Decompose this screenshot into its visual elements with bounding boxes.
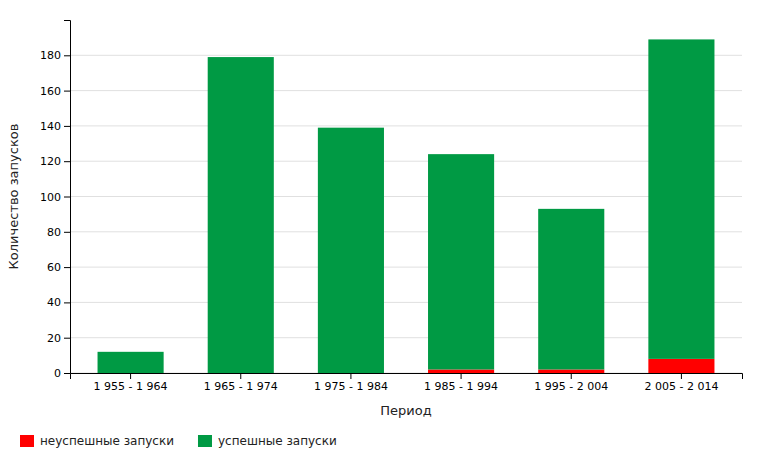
y-tick-mark: [64, 302, 70, 303]
plot: 0204060801001201401601801 955 - 1 9641 9…: [40, 21, 743, 393]
x-tick-mark: [130, 373, 131, 379]
y-tick: 20: [47, 332, 70, 345]
y-tick-label: 0: [54, 367, 61, 380]
grid-line: [70, 161, 742, 162]
x-tick-mark: [681, 373, 682, 379]
x-tick-label: 1 995 - 2 004: [534, 380, 608, 393]
grid-line: [70, 231, 742, 232]
legend-swatch: [20, 435, 34, 447]
y-tick: 140: [40, 120, 70, 133]
legend-item: успешные запуски: [198, 434, 337, 448]
y-tick: 60: [47, 261, 70, 274]
grid-line: [70, 90, 742, 91]
y-tick: 40: [47, 296, 70, 309]
grid-line: [70, 337, 742, 338]
bar-segment: [428, 369, 494, 373]
y-tick-mark: [64, 267, 70, 268]
y-tick-mark: [64, 91, 70, 92]
legend-label: успешные запуски: [218, 434, 337, 448]
y-tick-label: 160: [40, 85, 61, 98]
x-tick-mark: [350, 373, 351, 379]
y-tick-mark: [64, 338, 70, 339]
x-tick-label: 1 965 - 1 974: [204, 380, 278, 393]
grid-line: [70, 302, 742, 303]
y-tick-label: 180: [40, 49, 61, 62]
x-tick: 1 995 - 2 004: [534, 373, 608, 393]
x-tick: 1 955 - 1 964: [94, 373, 168, 393]
bars: [98, 39, 715, 373]
y-tick: 80: [47, 226, 70, 239]
y-tick: 120: [40, 155, 70, 168]
bar-segment: [208, 57, 274, 373]
x-tick-mark: [571, 373, 572, 379]
y-tick-label: 100: [40, 191, 61, 204]
bar-segment: [538, 369, 604, 373]
y-tick-label: 40: [47, 296, 61, 309]
y-tick-mark: [64, 161, 70, 162]
x-tick: 2 005 - 2 014: [644, 373, 718, 393]
y-tick-mark: [64, 373, 70, 374]
y-tick: 160: [40, 85, 70, 98]
x-tick: 1 985 - 1 994: [424, 373, 498, 393]
y-tick-label: 60: [47, 261, 61, 274]
y-tick: 100: [40, 191, 70, 204]
x-tick: 1 975 - 1 984: [314, 373, 388, 393]
bar-segment: [538, 209, 604, 370]
y-tick: 180: [40, 49, 70, 62]
legend-swatch: [198, 435, 212, 447]
legend-item: неуспешные запуски: [20, 434, 174, 448]
grid: [70, 55, 742, 373]
bar-segment: [98, 352, 164, 373]
y-tick-label: 20: [47, 332, 61, 345]
y-tick: 0: [54, 367, 70, 380]
x-tick-mark: [240, 373, 241, 379]
x-tick-label: 1 955 - 1 964: [94, 380, 168, 393]
y-tick-mark: [64, 197, 70, 198]
y-axis-line: [64, 21, 71, 374]
bar-series: [98, 39, 715, 373]
bar-segment: [318, 128, 384, 373]
bar-segment: [648, 359, 714, 373]
grid-line: [70, 267, 742, 268]
x-tick-label: 1 975 - 1 984: [314, 380, 388, 393]
legend: неуспешные запуски успешные запуски: [20, 434, 337, 448]
y-tick-mark: [64, 126, 70, 127]
x-axis-line: [71, 374, 743, 380]
y-tick-mark: [64, 55, 70, 56]
grid-line: [70, 55, 742, 56]
grid-line: [70, 196, 742, 197]
legend-label: неуспешные запуски: [40, 434, 174, 448]
y-tick-mark: [64, 232, 70, 233]
bar-segment: [428, 154, 494, 369]
bar-segment: [648, 39, 714, 358]
y-axis: 0 20 40 60 80 100 120 140 160 180: [40, 21, 71, 381]
x-tick-label: 1 985 - 1 994: [424, 380, 498, 393]
chart: 0204060801001201401601801 955 - 1 9641 9…: [0, 0, 767, 463]
y-axis-title: Количество запусков: [6, 124, 21, 270]
grid-line: [70, 125, 742, 126]
x-tick-label: 2 005 - 2 014: [644, 380, 718, 393]
y-tick-label: 80: [47, 226, 61, 239]
y-tick-label: 140: [40, 120, 61, 133]
x-axis-title: Период: [380, 403, 431, 418]
x-tick: 1 965 - 1 974: [204, 373, 278, 393]
x-axis: 1 955 - 1 964 1 965 - 1 974 1 975 - 1 984 1…: [71, 373, 743, 393]
x-tick-mark: [461, 373, 462, 379]
y-tick-label: 120: [40, 155, 61, 168]
